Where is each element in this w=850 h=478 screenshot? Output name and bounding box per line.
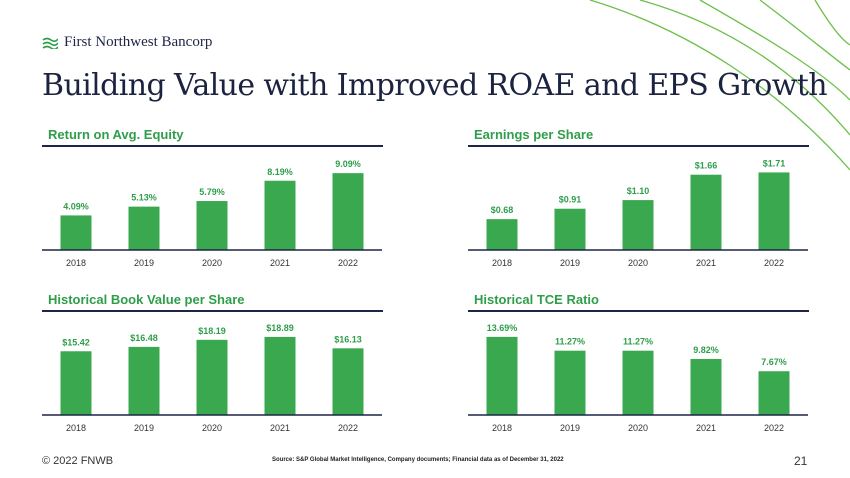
x-tick-label: 2021 <box>270 258 290 268</box>
x-tick-label: 2019 <box>134 423 154 433</box>
chart-title-rule <box>468 145 809 147</box>
x-tick-label: 2018 <box>66 423 86 433</box>
x-tick-label: 2021 <box>270 423 290 433</box>
x-tick-label: 2020 <box>202 258 222 268</box>
data-label: $0.91 <box>559 195 582 205</box>
x-tick-label: 2022 <box>338 423 358 433</box>
bar <box>264 180 296 250</box>
chart-title-rule <box>42 145 383 147</box>
bar <box>690 358 722 415</box>
chart-panel-eps: Earnings per Share $0.68 2018 $0.91 2019 $1.… <box>468 127 809 287</box>
x-tick-label: 2020 <box>628 423 648 433</box>
page-number: 21 <box>794 454 808 468</box>
x-tick-label: 2018 <box>492 258 512 268</box>
x-tick-label: 2019 <box>560 258 580 268</box>
x-tick-label: 2020 <box>202 423 222 433</box>
bar <box>622 350 654 415</box>
brand-name: First Northwest Bancorp <box>64 34 213 50</box>
copyright: © 2022 FNWB <box>42 455 114 467</box>
bar <box>60 351 92 415</box>
x-tick-label: 2018 <box>66 258 86 268</box>
bar <box>128 346 160 415</box>
data-label: $16.13 <box>334 334 362 344</box>
chart-title-rule <box>42 310 383 312</box>
x-tick-label: 2022 <box>764 423 784 433</box>
chart-title-rule <box>468 310 809 312</box>
page-title: Building Value with Improved ROAE and EP… <box>42 68 828 103</box>
wave-lines-icon <box>42 37 58 49</box>
x-tick-label: 2018 <box>492 423 512 433</box>
source-note: Source: S&P Global Market Intelligence, … <box>272 457 564 463</box>
bar <box>554 350 586 415</box>
bar <box>758 172 790 250</box>
x-tick-label: 2022 <box>764 258 784 268</box>
data-label: 5.13% <box>131 193 157 203</box>
chart-panel-book-value: Historical Book Value per Share $15.42 20… <box>42 292 383 452</box>
data-label: $15.42 <box>62 337 90 347</box>
bar <box>758 371 790 415</box>
chart-title: Historical TCE Ratio <box>474 292 599 307</box>
brand-logo: First Northwest Bancorp <box>42 34 212 51</box>
bar <box>622 200 654 250</box>
data-label: 7.67% <box>761 357 787 367</box>
bar <box>196 201 228 250</box>
bar <box>128 206 160 250</box>
x-tick-label: 2019 <box>560 423 580 433</box>
data-label: 11.27% <box>623 337 653 347</box>
data-label: $1.10 <box>627 186 650 196</box>
data-label: $1.66 <box>695 161 718 171</box>
data-label: 13.69% <box>487 323 518 333</box>
data-label: 8.19% <box>267 167 293 177</box>
bar <box>332 348 364 415</box>
tce-ratio-bar-chart: 13.69% 2018 11.27% 2019 11.27% 2020 9.82% 2021 7… <box>468 323 808 433</box>
data-label: 11.27% <box>555 337 585 347</box>
bar <box>554 208 586 250</box>
x-tick-label: 2022 <box>338 258 358 268</box>
x-tick-label: 2021 <box>696 423 716 433</box>
chart-title: Return on Avg. Equity <box>48 127 184 142</box>
data-label: 4.09% <box>63 201 89 211</box>
bar <box>486 219 518 250</box>
chart-title: Historical Book Value per Share <box>48 292 245 307</box>
book-value-bar-chart: $15.42 2018 $16.48 2019 $18.19 2020 $18.89 2021… <box>42 323 382 433</box>
x-tick-label: 2021 <box>696 258 716 268</box>
bar <box>60 215 92 250</box>
bar <box>196 339 228 415</box>
data-label: $1.71 <box>763 158 786 168</box>
data-label: 5.79% <box>199 187 225 197</box>
data-label: $16.48 <box>130 333 158 343</box>
chart-title: Earnings per Share <box>474 127 594 142</box>
bar <box>264 336 296 415</box>
data-label: 9.82% <box>693 345 719 355</box>
x-tick-label: 2020 <box>628 258 648 268</box>
data-label: $18.19 <box>198 326 226 336</box>
eps-bar-chart: $0.68 2018 $0.91 2019 $1.10 2020 $1.66 2021 $1.7… <box>468 158 808 268</box>
roae-bar-chart: 4.09% 2018 5.13% 2019 5.79% 2020 8.19% 2021 9.09… <box>42 159 382 268</box>
data-label: 9.09% <box>335 159 361 169</box>
x-tick-label: 2019 <box>134 258 154 268</box>
chart-panel-roae: Return on Avg. Equity 4.09% 2018 5.13% 2019… <box>42 127 383 287</box>
chart-panel-tce-ratio: Historical TCE Ratio 13.69% 2018 11.27% 201… <box>468 292 809 452</box>
bar <box>690 174 722 250</box>
bar <box>486 336 518 415</box>
data-label: $0.68 <box>491 205 514 215</box>
bar <box>332 173 364 250</box>
data-label: $18.89 <box>266 323 294 333</box>
